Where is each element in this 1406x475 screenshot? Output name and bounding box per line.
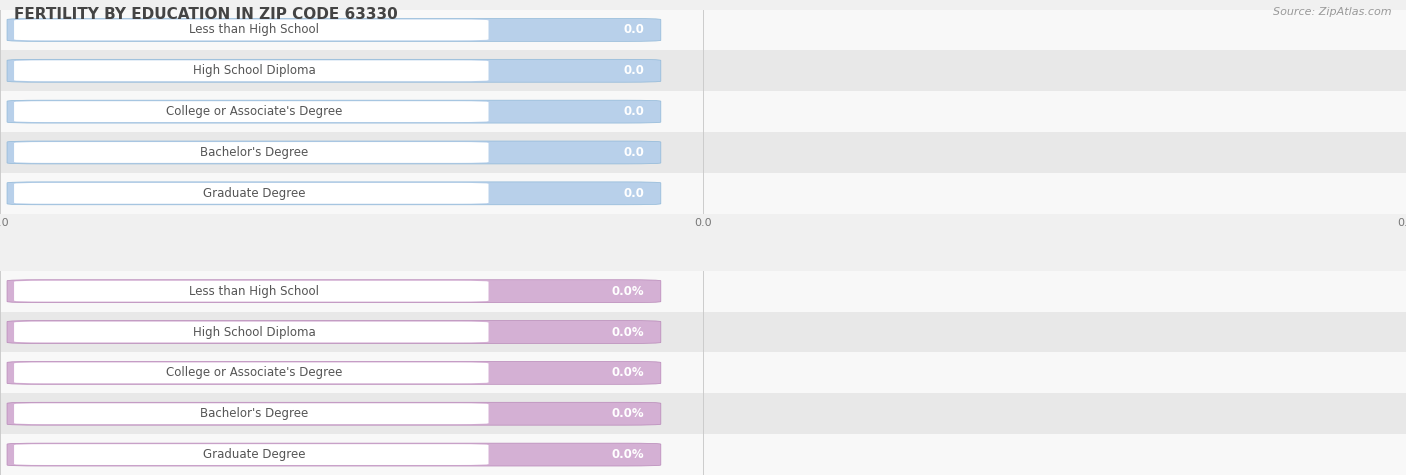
FancyBboxPatch shape (7, 361, 661, 384)
FancyBboxPatch shape (7, 141, 661, 164)
Text: 0.0: 0.0 (623, 23, 644, 37)
FancyBboxPatch shape (14, 362, 488, 383)
FancyBboxPatch shape (14, 101, 488, 122)
FancyBboxPatch shape (7, 443, 661, 466)
Text: High School Diploma: High School Diploma (193, 325, 315, 339)
Text: College or Associate's Degree: College or Associate's Degree (166, 105, 342, 118)
Text: Graduate Degree: Graduate Degree (202, 448, 305, 461)
Bar (0, 50, 1406, 91)
FancyBboxPatch shape (14, 281, 488, 302)
Bar (0, 91, 1406, 132)
Bar (0, 271, 1406, 312)
Bar (0, 10, 1406, 50)
FancyBboxPatch shape (14, 403, 488, 424)
Text: 0.0%: 0.0% (612, 448, 644, 461)
FancyBboxPatch shape (7, 321, 661, 343)
Bar (0, 173, 1406, 214)
FancyBboxPatch shape (14, 19, 488, 40)
Text: 0.0%: 0.0% (612, 366, 644, 380)
FancyBboxPatch shape (14, 142, 488, 163)
FancyBboxPatch shape (7, 402, 661, 425)
Text: High School Diploma: High School Diploma (193, 64, 315, 77)
Text: Less than High School: Less than High School (188, 285, 319, 298)
FancyBboxPatch shape (7, 280, 661, 303)
FancyBboxPatch shape (7, 182, 661, 205)
Text: College or Associate's Degree: College or Associate's Degree (166, 366, 342, 380)
FancyBboxPatch shape (7, 59, 661, 82)
FancyBboxPatch shape (14, 183, 488, 204)
Text: Bachelor's Degree: Bachelor's Degree (200, 146, 308, 159)
Text: 0.0%: 0.0% (612, 407, 644, 420)
Text: 0.0%: 0.0% (612, 325, 644, 339)
Bar (0, 393, 1406, 434)
FancyBboxPatch shape (7, 100, 661, 123)
Text: Graduate Degree: Graduate Degree (202, 187, 305, 200)
FancyBboxPatch shape (7, 19, 661, 41)
Text: 0.0: 0.0 (623, 105, 644, 118)
Text: 0.0: 0.0 (623, 64, 644, 77)
FancyBboxPatch shape (14, 60, 488, 81)
FancyBboxPatch shape (14, 444, 488, 465)
Bar (0, 434, 1406, 475)
Bar (0, 352, 1406, 393)
Text: FERTILITY BY EDUCATION IN ZIP CODE 63330: FERTILITY BY EDUCATION IN ZIP CODE 63330 (14, 7, 398, 22)
Text: 0.0: 0.0 (623, 187, 644, 200)
Text: Bachelor's Degree: Bachelor's Degree (200, 407, 308, 420)
Text: 0.0: 0.0 (623, 146, 644, 159)
Bar (0, 312, 1406, 352)
Text: Less than High School: Less than High School (188, 23, 319, 37)
Bar (0, 132, 1406, 173)
Text: 0.0%: 0.0% (612, 285, 644, 298)
Text: Source: ZipAtlas.com: Source: ZipAtlas.com (1274, 7, 1392, 17)
FancyBboxPatch shape (14, 322, 488, 342)
